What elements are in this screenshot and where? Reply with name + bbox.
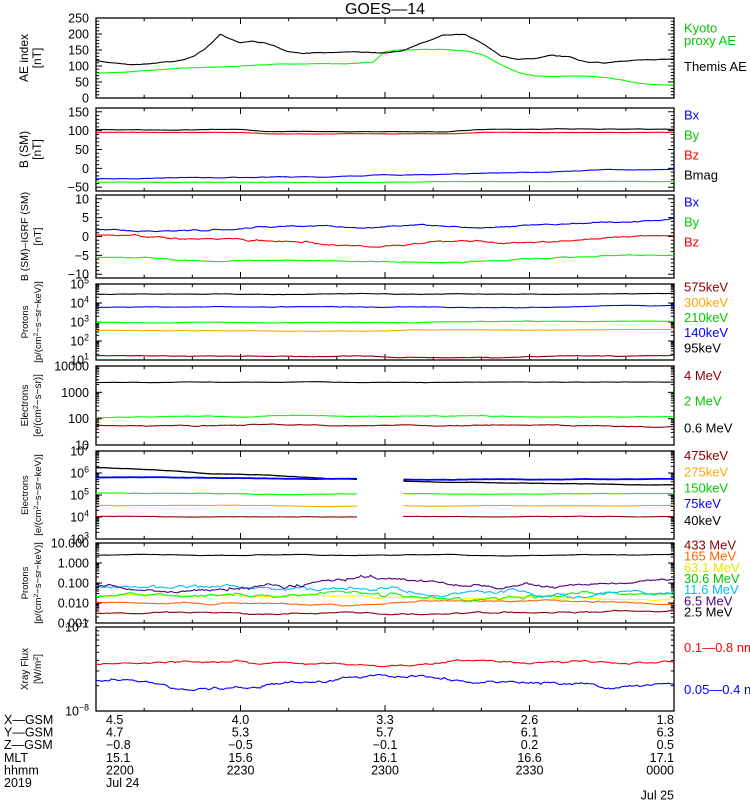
svg-text:210keV: 210keV [684,310,728,325]
svg-text:Bz: Bz [684,234,699,249]
svg-text:Xray Flux: Xray Flux [20,648,31,690]
svg-text:−5: −5 [75,249,89,263]
svg-text:[e/(cm2−s−sr−keV)]: [e/(cm2−s−sr−keV)] [33,454,45,536]
svg-text:40keV: 40keV [684,513,721,528]
svg-text:150: 150 [68,44,89,58]
svg-text:[nT]: [nT] [32,227,44,245]
svg-text:575keV: 575keV [684,280,728,295]
svg-text:Jul 25: Jul 25 [641,789,674,800]
svg-text:B (SM)–IGRF (SM): B (SM)–IGRF (SM) [19,192,31,281]
svg-text:275keV: 275keV [684,465,728,480]
svg-text:475keV: 475keV [684,448,728,463]
svg-text:75keV: 75keV [684,496,721,511]
svg-text:0.05—0.4 nm: 0.05—0.4 nm [684,682,750,697]
svg-text:140keV: 140keV [684,325,728,340]
svg-text:0.6 MeV: 0.6 MeV [684,420,733,435]
svg-text:2 MeV: 2 MeV [684,394,722,409]
svg-text:10.000: 10.000 [51,537,89,551]
svg-text:0: 0 [82,162,89,176]
svg-text:Themis AE: Themis AE [684,59,747,74]
svg-text:1000: 1000 [61,386,89,400]
svg-text:5: 5 [82,211,89,225]
svg-text:[nT]: [nT] [30,139,44,160]
svg-text:4 MeV: 4 MeV [684,368,722,383]
svg-text:0.010: 0.010 [58,597,89,611]
svg-text:Bz: Bz [684,147,699,162]
svg-text:0.100: 0.100 [58,577,89,591]
svg-text:By: By [684,128,700,143]
svg-text:[nT]: [nT] [30,48,44,69]
svg-text:10: 10 [75,192,89,206]
svg-text:50: 50 [75,76,89,90]
svg-text:0: 0 [82,92,89,106]
svg-text:Bx: Bx [684,108,700,123]
svg-text:100: 100 [68,412,89,426]
svg-text:250: 250 [68,12,89,26]
svg-text:2230: 2230 [227,763,255,777]
svg-text:2330: 2330 [516,763,544,777]
svg-text:0000: 0000 [646,763,674,777]
svg-text:2.5 MeV: 2.5 MeV [684,605,733,620]
svg-text:Jul 24: Jul 24 [106,776,139,790]
svg-text:Bmag: Bmag [684,167,718,182]
svg-text:GOES—14: GOES—14 [345,1,425,18]
svg-text:AE index: AE index [17,34,31,82]
svg-text:200: 200 [68,28,89,42]
svg-text:By: By [684,215,700,230]
svg-text:95keV: 95keV [684,340,721,355]
svg-text:[e/(cm2−s−sr)]: [e/(cm2−s−sr)] [33,374,45,437]
svg-text:[p/(cm2−s−sr−keV)]: [p/(cm2−s−sr−keV)] [33,542,45,624]
svg-text:0: 0 [82,230,89,244]
svg-text:1.000: 1.000 [58,557,89,571]
svg-text:2019: 2019 [4,776,32,790]
svg-text:Bx: Bx [684,195,700,210]
svg-text:[p/(cm2−s−sr−keV)]: [p/(cm2−s−sr−keV)] [33,281,45,363]
svg-text:300keV: 300keV [684,295,728,310]
svg-text:Electrons: Electrons [20,475,31,515]
svg-text:B (SM): B (SM) [17,131,31,168]
svg-text:100: 100 [68,60,89,74]
svg-text:proxy AE: proxy AE [684,33,736,48]
svg-text:Protons: Protons [20,566,31,599]
svg-text:2300: 2300 [371,763,399,777]
svg-text:0.1—0.8 nm: 0.1—0.8 nm [684,640,750,655]
svg-text:150: 150 [68,105,89,119]
svg-text:Protons: Protons [20,305,31,338]
svg-text:100: 100 [68,124,89,138]
svg-text:50: 50 [75,143,89,157]
svg-text:10000: 10000 [54,360,89,374]
svg-text:Electrons: Electrons [20,385,31,427]
svg-text:150keV: 150keV [684,480,728,495]
